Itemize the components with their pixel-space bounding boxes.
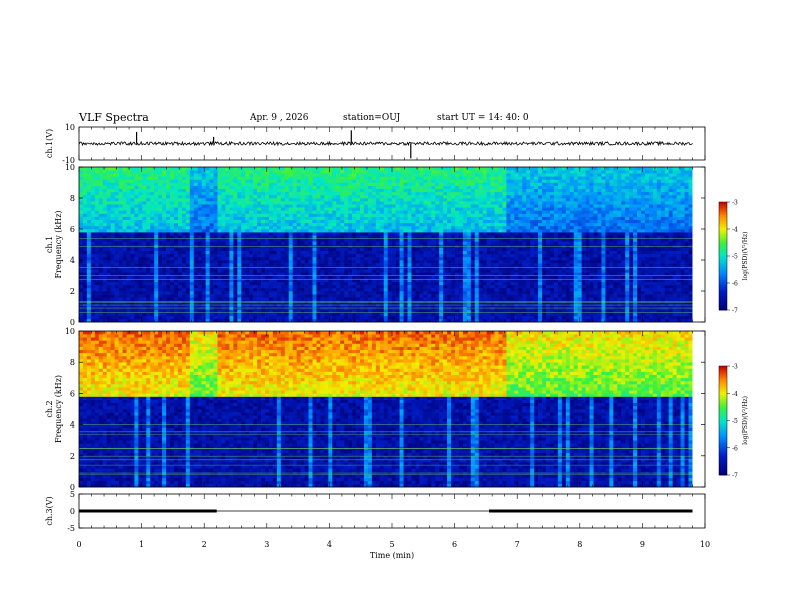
ytick-label: -5 [67, 524, 75, 533]
ytick-label: 0 [70, 318, 75, 327]
colorbar-tick-label: -4 [732, 391, 738, 398]
ytick-label: 10 [65, 327, 75, 336]
xtick-label: 2 [202, 540, 207, 549]
ytick-label: 6 [70, 389, 75, 398]
ytick-label: 8 [70, 194, 75, 203]
colorbar-tick-label: -7 [732, 308, 738, 315]
colorbar-tick-label: -5 [732, 254, 738, 261]
ylabel: ch.1 [45, 236, 54, 253]
ytick-label: 10 [65, 163, 75, 172]
xtick-label: 7 [515, 540, 520, 549]
ytick-label: 8 [70, 358, 75, 367]
ytick-label: 6 [70, 225, 75, 234]
colorbar-label: log(PSD)(V²/Hz) [742, 396, 749, 445]
ytick-label: 0 [70, 483, 75, 492]
colorbar-tick-label: -4 [732, 227, 738, 234]
ytick-label: 0 [70, 507, 75, 516]
colorbar-label: log(PSD)(V²/Hz) [742, 232, 749, 281]
ytick-label: 5 [70, 490, 75, 499]
ytick-label: -10 [62, 156, 75, 165]
ylabel: Frequency (kHz) [54, 375, 63, 443]
start-time-label: start UT = 14: 40: 0 [437, 113, 529, 123]
xtick-label: 1 [139, 540, 144, 549]
ytick-label: 2 [70, 452, 75, 461]
colorbar-tick-label: -3 [732, 200, 738, 207]
spectrogram-ch1 [79, 167, 693, 323]
spectrogram-ch2 [79, 331, 693, 488]
xaxis-label: Time (min) [370, 551, 414, 560]
ylabel: ch.2 [45, 400, 54, 417]
colorbar-tick-label: -7 [732, 473, 738, 480]
colorbar-tick-label: -6 [732, 445, 738, 452]
xtick-label: 9 [640, 540, 645, 549]
ytick-label: 4 [70, 421, 75, 430]
ytick-label: 2 [70, 287, 75, 296]
ytick-label: 4 [70, 256, 75, 265]
xtick-label: 10 [700, 540, 710, 549]
xtick-label: 6 [452, 540, 457, 549]
xtick-label: 0 [76, 540, 81, 549]
station-label: station=OUJ [343, 113, 401, 123]
ch1-trace [78, 140, 693, 147]
colorbar-tick-label: -6 [732, 281, 738, 288]
colorbar: -3 -4 -5 -6 -7 log(PSD)(V²/Hz) [718, 364, 749, 480]
xtick-label: 5 [389, 540, 394, 549]
xtick-label: 8 [577, 540, 582, 549]
ylabel: ch.1(V) [45, 129, 54, 158]
ylabel: Frequency (kHz) [54, 210, 63, 278]
colorbar: -3 -4 -5 -6 -7 log(PSD)(V²/Hz) [718, 200, 749, 315]
xtick-label: 4 [327, 540, 332, 549]
colorbar-tick-label: -5 [732, 418, 738, 425]
date-label: Apr. 9 , 2026 [250, 113, 309, 123]
xtick-label: 3 [264, 540, 269, 549]
chart-title: VLF Spectra [79, 111, 149, 124]
ytick-label: 10 [65, 123, 75, 132]
colorbar-tick-label: -3 [732, 364, 738, 371]
ylabel: ch.3(V) [45, 496, 54, 525]
